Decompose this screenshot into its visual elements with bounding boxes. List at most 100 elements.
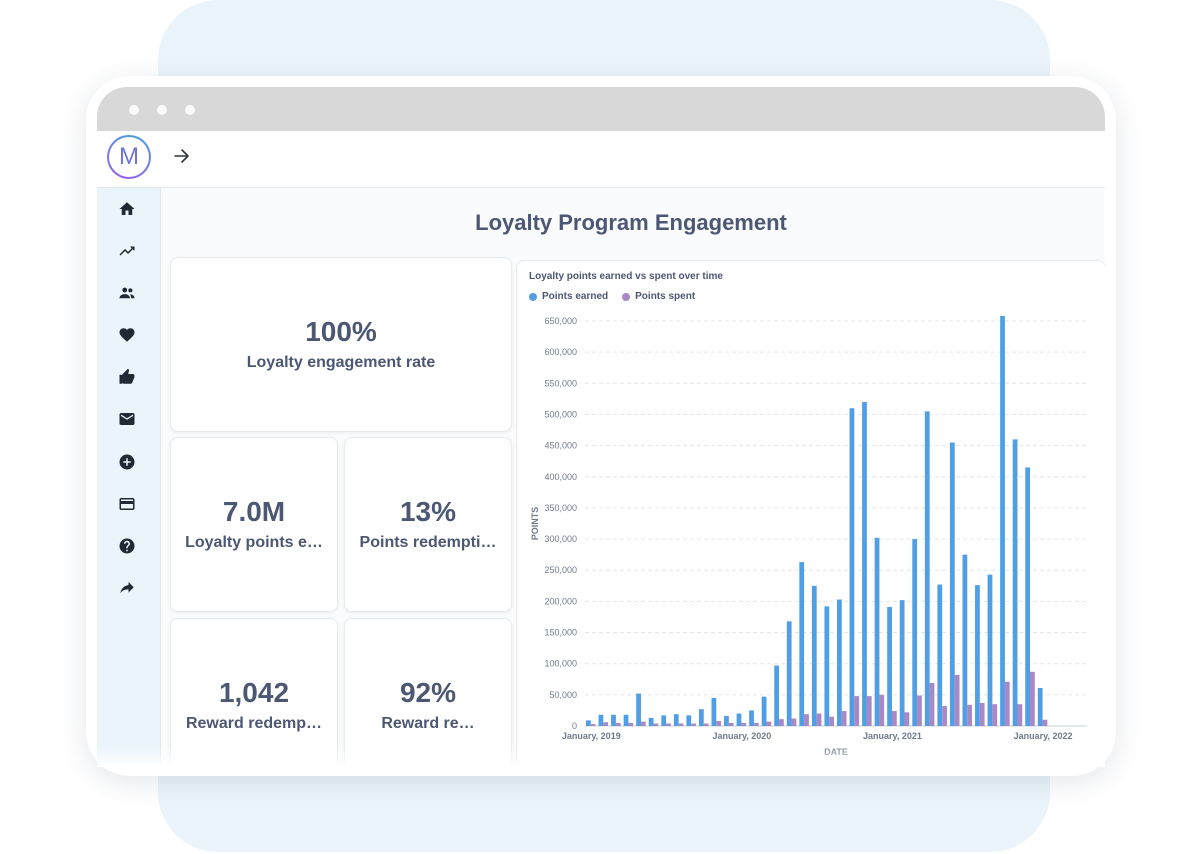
bar-points-earned[interactable] bbox=[1000, 316, 1005, 726]
bar-points-spent[interactable] bbox=[904, 712, 910, 726]
bar-points-earned[interactable] bbox=[937, 584, 943, 726]
bar-points-spent[interactable] bbox=[703, 723, 709, 726]
bar-points-earned[interactable] bbox=[774, 665, 780, 726]
help-icon[interactable] bbox=[118, 537, 136, 555]
bar-points-spent[interactable] bbox=[1017, 704, 1023, 726]
bar-points-spent[interactable] bbox=[615, 722, 621, 726]
bar-points-earned[interactable] bbox=[924, 411, 930, 726]
add-circle-icon[interactable] bbox=[118, 453, 136, 471]
bar-points-spent[interactable] bbox=[866, 696, 872, 726]
x-tick-label: January, 2021 bbox=[863, 731, 922, 741]
metric-card[interactable]: 13% Points redempti… bbox=[344, 437, 512, 612]
bar-points-earned[interactable] bbox=[749, 710, 754, 726]
bar-points-spent[interactable] bbox=[640, 721, 646, 726]
people-icon[interactable] bbox=[118, 284, 136, 302]
thumbs-up-icon[interactable] bbox=[118, 368, 136, 386]
metric-card[interactable]: 92% Reward re… bbox=[344, 618, 512, 765]
bar-points-spent[interactable] bbox=[804, 714, 809, 726]
metric-card[interactable]: 7.0M Loyalty points e… bbox=[170, 437, 338, 612]
bar-points-spent[interactable] bbox=[753, 722, 759, 726]
bar-points-earned[interactable] bbox=[648, 717, 654, 726]
bar-points-earned[interactable] bbox=[912, 539, 918, 726]
bar-points-spent[interactable] bbox=[917, 695, 922, 726]
bar-points-earned[interactable] bbox=[987, 574, 993, 726]
app-logo[interactable]: M bbox=[107, 135, 151, 179]
legend-item-spent[interactable]: Points spent bbox=[622, 291, 695, 302]
bar-points-earned[interactable] bbox=[1012, 439, 1018, 726]
bar-points-earned[interactable] bbox=[673, 714, 679, 726]
bar-points-spent[interactable] bbox=[678, 723, 684, 726]
bar-points-earned[interactable] bbox=[799, 562, 805, 726]
bar-points-spent[interactable] bbox=[590, 724, 596, 726]
bar-points-spent[interactable] bbox=[841, 711, 847, 726]
bar-points-earned[interactable] bbox=[962, 554, 968, 726]
home-icon[interactable] bbox=[118, 200, 136, 218]
bar-points-spent[interactable] bbox=[691, 723, 696, 726]
bar-points-earned[interactable] bbox=[761, 696, 767, 726]
bar-points-spent[interactable] bbox=[879, 694, 885, 726]
bar-points-spent[interactable] bbox=[1004, 681, 1010, 726]
bar-points-earned[interactable] bbox=[975, 585, 980, 726]
mail-icon[interactable] bbox=[118, 410, 136, 428]
bar-points-spent[interactable] bbox=[628, 722, 634, 726]
bar-points-earned[interactable] bbox=[598, 714, 604, 726]
bar-points-earned[interactable] bbox=[724, 716, 729, 726]
bar-points-spent[interactable] bbox=[779, 719, 784, 726]
bar-points-spent[interactable] bbox=[992, 704, 998, 726]
bar-points-spent[interactable] bbox=[942, 706, 947, 726]
bar-points-earned[interactable] bbox=[686, 715, 692, 726]
bar-points-earned[interactable] bbox=[862, 402, 867, 726]
bar-points-earned[interactable] bbox=[1037, 687, 1043, 726]
bar-points-earned[interactable] bbox=[899, 600, 905, 726]
bar-points-spent[interactable] bbox=[653, 723, 659, 726]
bar-points-earned[interactable] bbox=[949, 442, 955, 727]
bar-points-spent[interactable] bbox=[816, 713, 822, 726]
bar-points-spent[interactable] bbox=[791, 718, 797, 726]
legend-label: Points spent bbox=[635, 291, 696, 302]
legend-item-earned[interactable]: Points earned bbox=[529, 291, 608, 302]
bar-points-spent[interactable] bbox=[741, 722, 747, 726]
credit-card-icon[interactable] bbox=[118, 495, 136, 513]
bar-points-spent[interactable] bbox=[891, 711, 897, 726]
chart-card[interactable]: Loyalty points earned vs spent over time… bbox=[516, 260, 1105, 765]
bar-points-spent[interactable] bbox=[967, 704, 973, 726]
bar-points-earned[interactable] bbox=[786, 621, 792, 726]
bar-points-spent[interactable] bbox=[728, 722, 734, 726]
metric-card[interactable]: 1,042 Reward redemp… bbox=[170, 618, 338, 765]
bar-points-earned[interactable] bbox=[874, 537, 880, 726]
bar-points-earned[interactable] bbox=[661, 715, 667, 726]
bar-points-earned[interactable] bbox=[611, 714, 616, 726]
expand-arrow-icon[interactable] bbox=[172, 146, 192, 166]
bar-points-spent[interactable] bbox=[1030, 671, 1035, 726]
bar-points-spent[interactable] bbox=[666, 723, 671, 726]
bar-points-earned[interactable] bbox=[636, 693, 641, 726]
bar-points-spent[interactable] bbox=[766, 721, 772, 726]
bar-points-spent[interactable] bbox=[716, 721, 722, 726]
dashboard-area: Loyalty Program Engagement 100% Loyalty … bbox=[161, 188, 1105, 765]
bar-points-spent[interactable] bbox=[854, 696, 860, 726]
bar-points-spent[interactable] bbox=[603, 722, 609, 726]
bar-points-spent[interactable] bbox=[954, 674, 960, 726]
bar-points-earned[interactable] bbox=[837, 599, 842, 726]
bar-points-spent[interactable] bbox=[829, 716, 834, 726]
bar-points-spent[interactable] bbox=[1042, 719, 1048, 726]
bar-points-spent[interactable] bbox=[929, 683, 935, 726]
y-axis-label: POINTS bbox=[530, 507, 540, 541]
metric-value: 13% bbox=[399, 496, 457, 528]
bar-points-earned[interactable] bbox=[849, 408, 855, 726]
bar-points-earned[interactable] bbox=[811, 585, 817, 726]
metric-card[interactable]: 100% Loyalty engagement rate bbox=[170, 257, 512, 432]
bar-points-earned[interactable] bbox=[586, 720, 591, 726]
bar-points-earned[interactable] bbox=[698, 709, 704, 726]
heart-icon[interactable] bbox=[118, 326, 136, 344]
bar-points-earned[interactable] bbox=[623, 714, 629, 726]
share-icon[interactable] bbox=[118, 579, 136, 597]
bar-points-earned[interactable] bbox=[711, 697, 717, 726]
bar-points-earned[interactable] bbox=[1025, 467, 1031, 726]
bar-points-earned[interactable] bbox=[887, 606, 892, 726]
bar-points-earned[interactable] bbox=[736, 713, 742, 726]
bar-points-earned[interactable] bbox=[824, 606, 830, 726]
bar-points-spent[interactable] bbox=[979, 702, 985, 726]
metric-label: Points redempti… bbox=[359, 533, 497, 551]
trend-icon[interactable] bbox=[118, 242, 136, 260]
